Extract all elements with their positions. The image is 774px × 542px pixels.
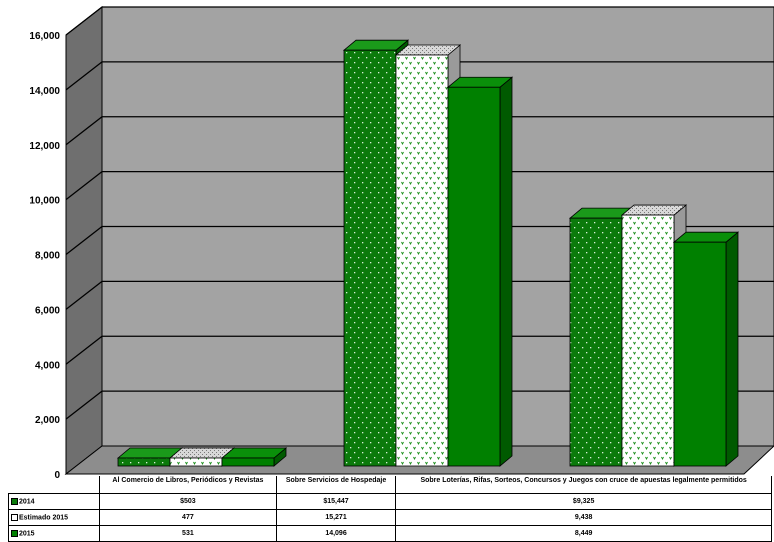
category-label: Al Comercio de Libros, Periódicos y Revi…: [99, 476, 277, 494]
bar: [395, 54, 449, 467]
data-cell: $15,447: [275, 493, 397, 510]
data-cell: 15,271: [275, 509, 397, 526]
y-axis-ticks: 0 2,000 4,000 6,000 8,000 10,000 12,000 14,000 1…: [29, 31, 60, 480]
data-cell: $9,325: [395, 493, 772, 510]
y-tick-label: 14,000: [29, 86, 60, 97]
bar: [117, 457, 171, 467]
table-row: Estimado 2015 477 15,271 9,438: [8, 509, 772, 526]
series-name: 2015: [19, 530, 35, 538]
y-tick-label: 4,000: [35, 360, 60, 371]
data-cell: 8,449: [395, 525, 772, 542]
y-tick-label: 0: [54, 470, 60, 480]
bar-side: [725, 231, 739, 467]
gridline: [65, 390, 774, 420]
bar: [343, 49, 397, 467]
category-label: Sobre Loterías, Rifas, Sorteos, Concurso…: [395, 476, 772, 494]
gridline: [65, 225, 774, 256]
gridline: [65, 170, 774, 201]
gridline: [65, 6, 774, 36]
y-tick-label: 10,000: [29, 196, 60, 207]
y-tick-label: 12,000: [29, 141, 60, 152]
data-cell: $503: [99, 493, 277, 510]
bar: [169, 457, 223, 467]
bar-top: [672, 231, 740, 243]
table-row: 2015 531 14,096 8,449: [8, 525, 772, 542]
bar-chart: 0 2,000 4,000 6,000 8,000 10,000 12,000 14,000 1…: [29, 5, 774, 480]
bar-top: [446, 76, 514, 88]
series-name: Estimado 2015: [19, 514, 69, 522]
legend-swatch: [11, 529, 18, 537]
gridline: [65, 61, 774, 91]
bars: [116, 39, 740, 467]
data-cell: 531: [99, 525, 277, 542]
y-tick-label: 2,000: [35, 415, 60, 426]
legend-entry: Estimado 2015: [8, 509, 100, 526]
bar-top: [394, 44, 462, 56]
bar: [447, 86, 501, 467]
gridlines: [65, 6, 774, 420]
bar-top: [620, 204, 688, 216]
bar: [569, 217, 623, 467]
table-header-row: Al Comercio de Libros, Periódicos y Revi…: [9, 476, 772, 494]
data-cell: 9,438: [395, 509, 772, 526]
legend-entry: 2015: [8, 525, 100, 542]
legend-swatch: [11, 513, 18, 521]
bar-side: [499, 76, 513, 467]
category-label: Sobre Servicios de Hospedaje: [275, 476, 397, 494]
y-tick-label: 16,000: [29, 31, 60, 42]
bar-top: [342, 39, 410, 51]
legend-swatch: [11, 497, 18, 505]
y-tick-label: 8,000: [35, 251, 60, 262]
data-cell: 14,096: [275, 525, 397, 542]
series-name: 2014: [19, 498, 35, 506]
gridline: [65, 116, 774, 146]
bar: [221, 457, 275, 467]
legend-entry: 2014: [8, 493, 100, 510]
gridline: [65, 335, 774, 365]
bar: [673, 241, 727, 467]
gridline: [65, 280, 774, 310]
bar: [621, 214, 675, 467]
table-row: 2014 $503 $15,447 $9,325: [8, 493, 772, 510]
data-cell: 477: [99, 509, 277, 526]
y-tick-label: 6,000: [35, 305, 60, 316]
data-table: Al Comercio de Libros, Periódicos y Revi…: [8, 476, 772, 542]
bar-top: [220, 447, 288, 459]
